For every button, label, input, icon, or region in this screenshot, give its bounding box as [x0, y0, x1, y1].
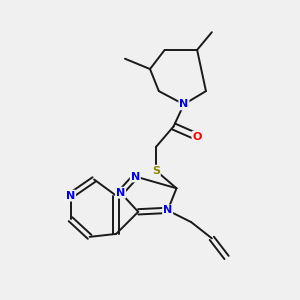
- Text: S: S: [152, 166, 160, 176]
- Text: O: O: [192, 132, 202, 142]
- Text: N: N: [116, 188, 125, 198]
- Text: N: N: [131, 172, 140, 182]
- Text: N: N: [179, 99, 188, 110]
- Text: N: N: [163, 206, 172, 215]
- Text: N: N: [66, 190, 75, 201]
